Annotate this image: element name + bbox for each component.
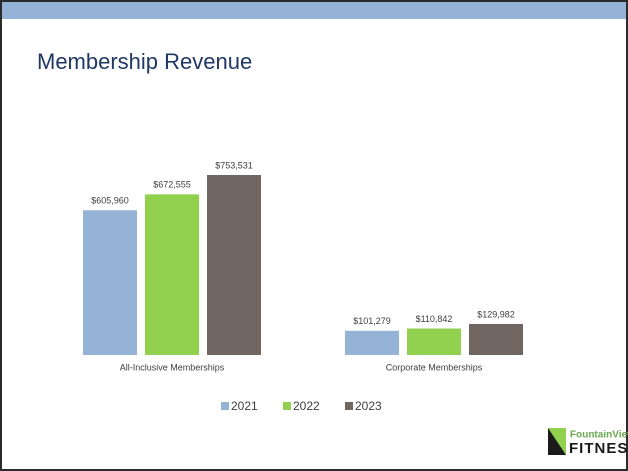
logo-icon-shade xyxy=(548,428,566,455)
legend-swatch xyxy=(345,402,353,410)
bar xyxy=(407,328,461,355)
chart-title: Membership Revenue xyxy=(37,49,252,74)
bar xyxy=(83,210,137,355)
legend-label: 2023 xyxy=(355,399,382,413)
data-label: $605,960 xyxy=(91,196,129,206)
data-label: $753,531 xyxy=(215,160,253,170)
bar xyxy=(345,330,399,355)
legend-swatch xyxy=(221,402,229,410)
x-tick-label: All-Inclusive Memberships xyxy=(120,362,225,372)
data-label: $110,842 xyxy=(416,314,453,324)
bar xyxy=(207,175,261,355)
logo-line1: FountainView xyxy=(570,430,628,441)
data-label: $101,279 xyxy=(353,316,391,326)
logo: FountainView FITNESS xyxy=(548,428,628,457)
logo-line2: FITNESS xyxy=(569,440,628,457)
x-tick-label: Corporate Memberships xyxy=(386,362,483,372)
bar xyxy=(145,194,199,355)
legend-label: 2021 xyxy=(231,399,258,413)
bar xyxy=(469,323,523,355)
legend-swatch xyxy=(283,402,291,410)
data-label: $129,982 xyxy=(477,309,515,319)
data-label: $672,555 xyxy=(153,180,191,190)
legend-label: 2022 xyxy=(293,399,320,413)
header-bar xyxy=(2,2,626,19)
